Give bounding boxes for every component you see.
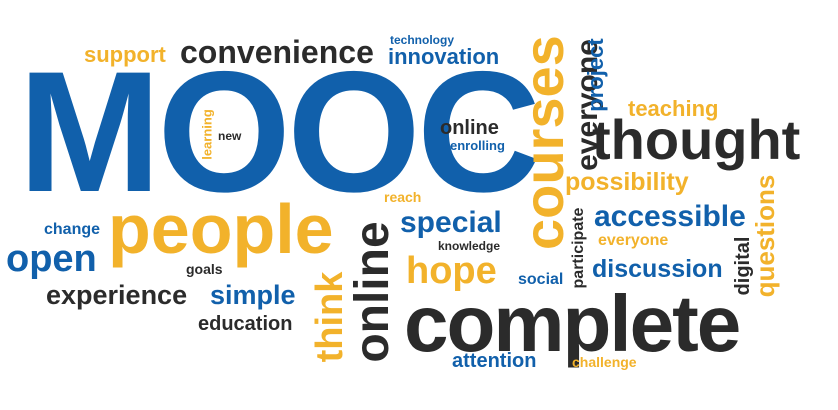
word-technology: technology <box>390 33 455 47</box>
word-support: support <box>84 42 166 67</box>
word-experience: experience <box>46 280 188 310</box>
word-complete: complete <box>404 279 741 368</box>
word-online-large: online <box>346 221 399 363</box>
word-enrolling: enrolling <box>450 138 505 153</box>
word-thought: thought <box>592 108 801 171</box>
word-attention: attention <box>452 350 537 372</box>
word-teaching: teaching <box>628 96 719 121</box>
word-think: think <box>309 271 351 363</box>
word-knowledge: knowledge <box>438 239 501 253</box>
word-open: open <box>6 238 97 280</box>
word-questions: questions <box>750 174 780 298</box>
word-project: project <box>583 38 608 112</box>
word-online-small: online <box>440 117 499 139</box>
word-simple: simple <box>210 280 296 310</box>
word-goals: goals <box>186 261 223 277</box>
word-change: change <box>44 221 101 238</box>
word-hope: hope <box>406 250 497 292</box>
word-special: special <box>400 206 502 239</box>
word-innovation: innovation <box>388 44 500 69</box>
word-convenience: convenience <box>180 34 374 70</box>
word-learning: learning <box>199 109 215 160</box>
word-possibility: possibility <box>565 168 689 196</box>
word-mooc: MOOC <box>18 36 541 228</box>
word-challenge: challenge <box>572 354 637 370</box>
word-new: new <box>218 129 242 143</box>
word-people: people <box>108 190 334 268</box>
word-accessible: accessible <box>594 200 746 233</box>
word-social: social <box>518 271 564 288</box>
word-reach: reach <box>384 189 422 205</box>
word-everyone: everyone <box>598 232 669 249</box>
word-education: education <box>198 313 293 335</box>
word-discussion: discussion <box>592 255 723 283</box>
word-courses: courses <box>512 35 575 250</box>
